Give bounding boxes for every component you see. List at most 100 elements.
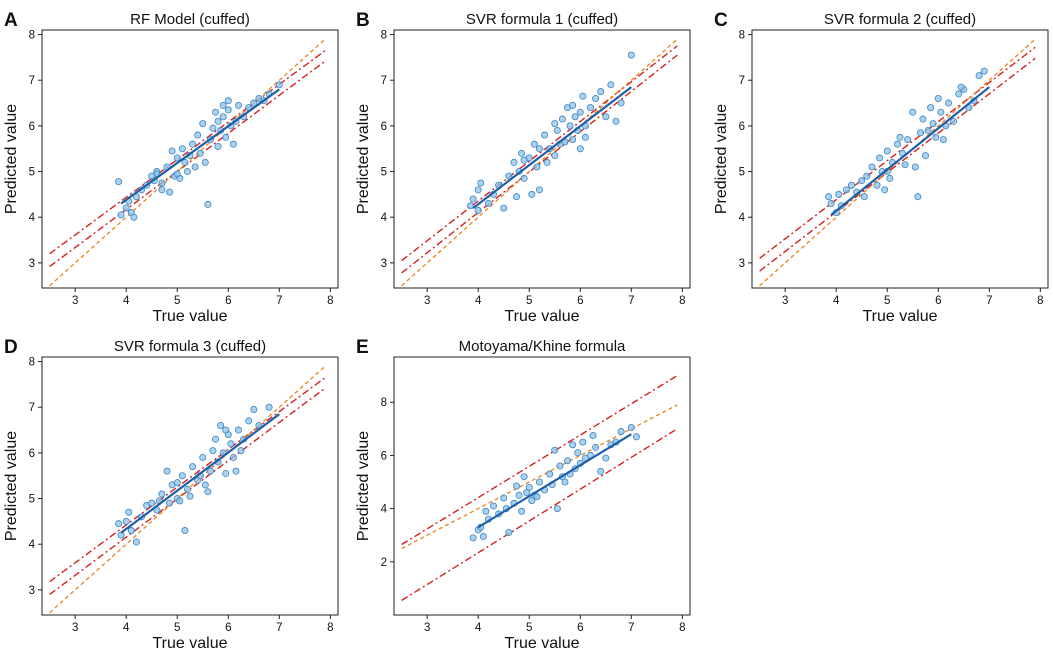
data-point bbox=[227, 440, 235, 448]
lower-limit-line bbox=[49, 387, 326, 596]
data-point bbox=[469, 534, 477, 542]
x-tick-label: 4 bbox=[123, 295, 130, 307]
data-point bbox=[602, 454, 610, 462]
data-point bbox=[607, 81, 615, 89]
data-point bbox=[922, 152, 930, 160]
data-point bbox=[860, 193, 868, 201]
data-point bbox=[196, 149, 204, 157]
data-point bbox=[558, 115, 566, 123]
y-tick-label: 3 bbox=[29, 258, 35, 270]
data-point bbox=[576, 145, 584, 153]
data-point bbox=[201, 158, 209, 166]
data-point bbox=[911, 163, 919, 171]
data-point bbox=[490, 502, 498, 510]
data-point bbox=[569, 101, 577, 109]
data-point bbox=[553, 505, 561, 513]
data-point bbox=[122, 517, 130, 525]
data-point bbox=[474, 206, 482, 214]
x-tick-label: 5 bbox=[526, 295, 532, 307]
data-point bbox=[127, 527, 135, 535]
x-tick-label: 6 bbox=[577, 295, 583, 307]
data-point bbox=[178, 145, 186, 153]
data-point bbox=[219, 101, 227, 109]
lower-limit-line bbox=[759, 57, 1036, 272]
data-point bbox=[835, 190, 843, 198]
data-point bbox=[181, 527, 189, 535]
panel-title: RF Model (cuffed) bbox=[130, 11, 250, 28]
y-tick-label: 5 bbox=[29, 167, 35, 179]
data-point bbox=[217, 421, 225, 429]
data-point bbox=[515, 491, 523, 499]
data-point bbox=[237, 447, 245, 455]
data-point bbox=[627, 51, 635, 59]
data-point bbox=[553, 126, 561, 134]
data-point bbox=[510, 158, 518, 166]
data-point bbox=[234, 101, 242, 109]
data-point bbox=[173, 479, 181, 487]
data-point bbox=[533, 163, 541, 171]
data-point bbox=[163, 467, 171, 475]
panel-b: B SVR formula 1 (cuffed) 3 4 5 6 7 8 3 4 5 6 7 8 True … bbox=[355, 10, 691, 325]
y-axis-label: Predicted value bbox=[3, 431, 20, 541]
data-point bbox=[597, 88, 605, 96]
data-point bbox=[183, 485, 191, 493]
y-tick-label: 6 bbox=[381, 450, 387, 462]
data-point bbox=[919, 115, 927, 123]
plot-frame bbox=[41, 356, 339, 616]
data-point bbox=[848, 181, 856, 189]
panel-c: C SVR formula 2 (cuffed) 3 4 5 6 7 8 3 4 5 6 7 8 True … bbox=[713, 10, 1049, 325]
data-point bbox=[214, 117, 222, 125]
data-point bbox=[505, 172, 513, 180]
data-point bbox=[533, 493, 541, 501]
data-point bbox=[206, 467, 214, 475]
panel-title: SVR formula 3 (cuffed) bbox=[114, 338, 266, 355]
data-point bbox=[518, 149, 526, 157]
data-point bbox=[222, 426, 230, 434]
data-point bbox=[520, 174, 528, 182]
y-tick-label: 4 bbox=[381, 212, 388, 224]
panel-letter: A bbox=[4, 10, 18, 31]
identity-line bbox=[401, 38, 678, 287]
y-tick-label: 8 bbox=[29, 357, 35, 369]
data-point bbox=[201, 481, 209, 489]
data-point bbox=[589, 431, 597, 439]
data-point bbox=[173, 170, 181, 178]
panel-letter: D bbox=[4, 337, 18, 358]
x-tick-label: 4 bbox=[123, 622, 130, 634]
y-tick-label: 6 bbox=[29, 448, 35, 460]
data-point bbox=[950, 117, 958, 125]
data-point bbox=[191, 163, 199, 171]
y-tick-label: 4 bbox=[29, 539, 36, 551]
data-point bbox=[858, 177, 866, 185]
x-tick-label: 7 bbox=[986, 295, 992, 307]
data-point bbox=[186, 492, 194, 500]
y-tick-label: 8 bbox=[739, 30, 745, 42]
x-tick-label: 3 bbox=[424, 622, 430, 634]
data-point bbox=[602, 113, 610, 121]
data-point bbox=[896, 133, 904, 141]
x-tick-label: 8 bbox=[327, 295, 333, 307]
plot-frame bbox=[393, 356, 691, 616]
data-point bbox=[530, 140, 538, 148]
x-tick-label: 3 bbox=[72, 295, 78, 307]
data-point bbox=[229, 140, 237, 148]
data-point bbox=[535, 186, 543, 194]
data-point bbox=[204, 488, 212, 496]
data-point bbox=[551, 446, 559, 454]
x-tick-label: 6 bbox=[577, 622, 583, 634]
y-tick-label: 8 bbox=[29, 30, 35, 42]
data-point bbox=[929, 120, 937, 128]
x-tick-label: 8 bbox=[327, 622, 333, 634]
data-point bbox=[586, 104, 594, 112]
data-point bbox=[482, 507, 490, 515]
y-tick-label: 3 bbox=[381, 258, 387, 270]
data-point bbox=[176, 497, 184, 505]
x-tick-label: 7 bbox=[628, 622, 634, 634]
x-tick-label: 6 bbox=[935, 295, 941, 307]
data-point bbox=[909, 108, 917, 116]
y-tick-label: 5 bbox=[29, 494, 35, 506]
data-point bbox=[975, 72, 983, 80]
data-point bbox=[932, 133, 940, 141]
data-point bbox=[564, 457, 572, 465]
data-point bbox=[597, 467, 605, 475]
